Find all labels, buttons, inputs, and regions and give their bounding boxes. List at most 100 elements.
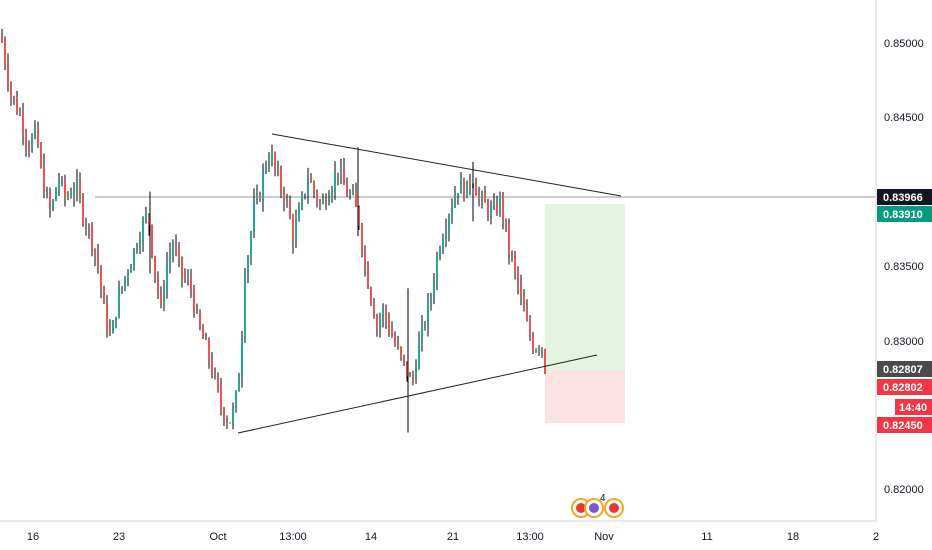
price-label-text: 0.83910 [883,209,923,221]
candle-body [127,272,129,277]
candle-body [4,41,6,64]
y-tick-label: 0.83000 [884,336,924,348]
y-axis[interactable]: 0.85000 0.84500 0.83500 0.83000 0.82000 [884,38,924,496]
candle-body [163,290,165,304]
price-label-text: 0.83966 [883,192,923,204]
candle-body [262,170,264,201]
price-label-box [877,189,932,205]
candle-body [385,307,387,320]
x-tick-label: 11 [701,531,712,543]
price-label-text: 0.82802 [883,382,923,394]
candle-body [460,179,462,194]
flag-icon [589,503,599,513]
candle-body [85,222,87,228]
candle-body [448,216,450,231]
candle-body [466,180,468,199]
candle-body [70,196,72,198]
price-labels: 0.83966 0.83910 0.82807 0.82802 14:40 0.… [877,189,932,433]
candle-body [298,207,300,221]
candle-body [445,230,447,240]
candle-body [190,279,192,290]
candle-body [433,282,435,298]
candle-body [529,320,531,337]
candle-body [160,292,162,304]
flag-icon [576,503,586,513]
candle-body [250,233,252,258]
y-tick-label: 0.85000 [884,38,924,50]
candle-body [412,375,414,379]
candle-body [274,153,276,168]
candle-body [481,194,483,198]
candle-body [361,225,363,252]
candle-body [358,207,360,226]
candle-body [454,195,456,207]
price-label-text: 0.82807 [883,364,923,376]
candle-body [463,179,465,199]
x-tick-label: 21 [447,531,459,543]
candle-body [193,289,195,313]
event-marker[interactable]: 4 [571,493,624,518]
candle-body [271,153,273,164]
candle-body [178,249,180,258]
candle-body [538,348,540,351]
candle-body [112,322,114,334]
candle-body [7,63,9,85]
candle-body [532,336,534,352]
candle-body [289,200,291,219]
target-zone[interactable] [545,204,625,370]
candle-body [451,206,453,217]
candle-body [136,248,138,250]
candle-body [226,420,228,423]
candle-body [442,239,444,251]
candle-body [517,269,519,285]
candle-body [343,168,345,185]
candle-body [478,195,480,198]
candle-body [52,200,54,209]
candle-body [439,250,441,256]
candle-body [280,172,282,192]
y-tick-label: 0.82000 [884,484,924,496]
upper-trendline[interactable] [271,133,622,197]
x-tick-label: 23 [113,531,125,543]
price-label-box [877,361,932,377]
candle-body [523,296,525,311]
candle-body [421,324,423,341]
candle-body [67,196,69,198]
candle-body [223,408,225,421]
candle-body [253,199,255,234]
candle-body [217,374,219,389]
countdown-box [895,399,932,415]
candle-body [97,254,99,267]
candle-body [10,84,12,97]
candle-body [526,310,528,321]
candle-body [457,193,459,196]
candle-body [340,168,342,176]
candle-body [259,194,261,201]
candle-body [418,340,420,369]
candle-body [376,317,378,328]
candle-body [496,203,498,213]
candle-body [235,391,237,408]
candle-body [424,324,426,327]
candle-body [82,196,84,223]
candle-body [214,374,216,376]
candle-body [130,265,132,273]
candle-body [88,226,90,228]
price-label-box [877,417,932,433]
candle-body [316,192,318,202]
candle-body [400,347,402,356]
stop-zone[interactable] [545,370,625,423]
candle-body [349,193,351,197]
candle-body [373,302,375,318]
candle-body [388,319,390,332]
candle-body [331,189,333,198]
x-axis[interactable]: 16 23 Oct 13:00 14 21 13:00 Nov 11 18 2 [27,531,879,543]
candle-body [94,249,96,255]
candle-body [13,96,15,99]
candle-body [406,361,408,377]
lower-trendline[interactable] [237,354,598,434]
candle-body [64,179,66,197]
candle-body [328,197,330,205]
candle-body [148,214,150,226]
